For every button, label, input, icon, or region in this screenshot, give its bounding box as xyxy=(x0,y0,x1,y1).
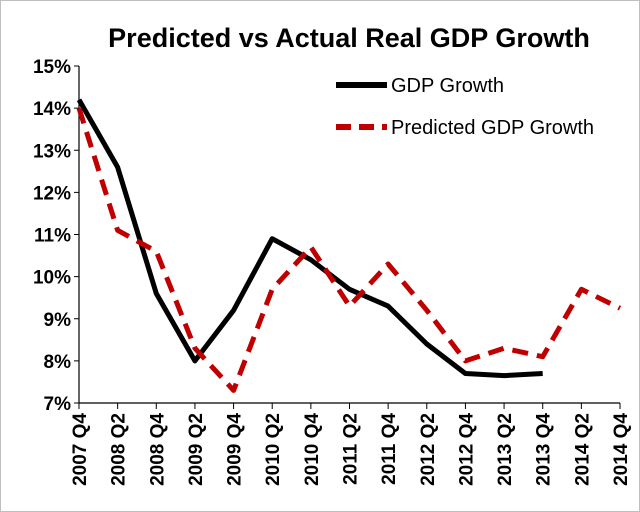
x-tick-label: 2011 Q2 xyxy=(341,413,362,485)
legend: GDP Growth Predicted GDP Growth xyxy=(336,75,594,139)
y-tick-label: 14% xyxy=(33,99,71,120)
y-tick-label: 8% xyxy=(44,352,72,373)
y-axis-ticks: 7% 8% 9% 10% 11% 12% 13% 14% 15% xyxy=(33,57,79,415)
x-tick-label: 2009 Q2 xyxy=(186,413,207,486)
legend-label-gdp-growth: GDP Growth xyxy=(391,75,504,97)
x-tick-label: 2009 Q4 xyxy=(225,413,246,486)
x-tick-label: 2008 Q2 xyxy=(109,413,130,486)
y-tick-label: 15% xyxy=(33,57,71,78)
chart-title: Predicted vs Actual Real GDP Growth xyxy=(108,23,590,53)
y-tick-label: 7% xyxy=(44,394,72,415)
x-tick-label: 2010 Q2 xyxy=(263,413,284,486)
y-tick-label: 11% xyxy=(34,226,71,247)
x-tick-label: 2012 Q4 xyxy=(456,413,477,486)
x-tick-label: 2014 Q2 xyxy=(572,413,593,486)
series-line-gdp-growth xyxy=(76,98,543,379)
x-tick-label: 2010 Q4 xyxy=(302,413,323,486)
x-tick-label: 2014 Q4 xyxy=(611,413,632,486)
series-line-predicted-gdp-growth xyxy=(76,107,622,393)
y-tick-label: 10% xyxy=(33,268,71,289)
x-tick-label: 2011 Q4 xyxy=(379,413,400,485)
x-tick-label: 2013 Q2 xyxy=(495,413,516,486)
x-tick-label: 2008 Q4 xyxy=(147,413,168,486)
legend-label-predicted-gdp-growth: Predicted GDP Growth xyxy=(391,117,594,139)
x-tick-label: 2013 Q4 xyxy=(534,413,555,486)
x-tick-label: 2007 Q4 xyxy=(70,413,91,486)
y-tick-label: 9% xyxy=(44,310,72,331)
axes: 7%8%9%10%11%12%13%14%15% 2007 Q4 2008 Q2 2… xyxy=(33,57,632,486)
series-group xyxy=(76,98,622,393)
y-tick-label: 13% xyxy=(33,141,71,162)
x-tick-label: 2012 Q2 xyxy=(418,413,439,486)
y-tick-label: 12% xyxy=(33,183,71,204)
x-axis-ticks: 2007 Q4 2008 Q2 2008 Q4 2009 Q2 2009 Q4 2010 … xyxy=(70,403,632,486)
